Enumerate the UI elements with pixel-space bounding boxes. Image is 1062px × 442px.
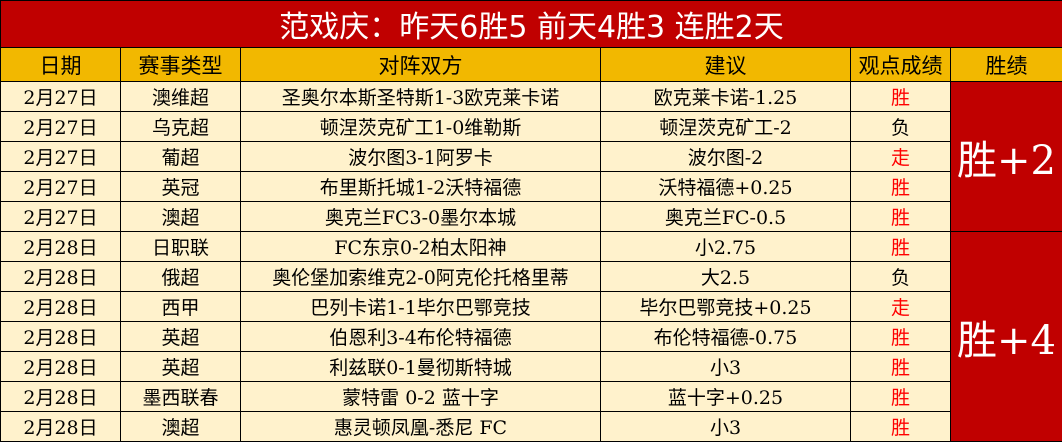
- cell-pick: 蓝十字+0.25: [600, 381, 851, 412]
- cell-match: 圣奥尔本斯圣特斯1-3欧克莱卡诺: [240, 81, 601, 112]
- table-row: 2月27日 澳维超 圣奥尔本斯圣特斯1-3欧克莱卡诺 欧克莱卡诺-1.25 胜胜+2: [0, 81, 1062, 232]
- cell-result: 胜: [850, 231, 951, 262]
- cell-date: 2月28日: [0, 291, 121, 322]
- cell-result: 胜: [850, 411, 951, 442]
- cell-league: 澳超: [120, 411, 241, 442]
- cell-match: 伯恩利3-4布伦特福德: [240, 321, 601, 352]
- table-row: 2月28日 俄超 奥伦堡加索维克2-0阿克伦托格里蒂 大2.5 负: [0, 261, 1062, 292]
- cell-pick: 小2.75: [600, 231, 851, 262]
- cell-result: 胜: [850, 381, 951, 412]
- cell-date: 2月28日: [0, 351, 121, 382]
- cell-result: 胜: [850, 321, 951, 352]
- table-row: 2月28日 墨西联春 蒙特雷 0-2 蓝十字 蓝十字+0.25 胜: [0, 381, 1062, 412]
- header-summary: 胜绩: [949, 47, 1062, 82]
- table-row: 2月27日 葡超 波尔图3-1阿罗卡 波尔图-2 走: [0, 141, 1062, 172]
- cell-result: 胜: [850, 171, 951, 202]
- cell-result: 走: [850, 141, 951, 172]
- title-row: 范戏庆：昨天6胜5 前天4胜3 连胜2天: [0, 0, 1062, 48]
- cell-league: 西甲: [120, 291, 241, 322]
- cell-date: 2月27日: [0, 171, 121, 202]
- cell-league: 英冠: [120, 171, 241, 202]
- table-row: 2月27日 澳超 奥克兰FC3-0墨尔本城 奥克兰FC-0.5 胜: [0, 201, 1062, 232]
- cell-match: 波尔图3-1阿罗卡: [240, 141, 601, 172]
- cell-result: 胜: [850, 351, 951, 382]
- cell-league: 英超: [120, 351, 241, 382]
- table-row: 2月28日 澳超 惠灵顿凤凰-悉尼 FC 小3 胜: [0, 411, 1062, 442]
- cell-pick: 奥克兰FC-0.5: [600, 201, 851, 232]
- cell-league: 日职联: [120, 231, 241, 262]
- cell-date: 2月27日: [0, 141, 121, 172]
- table-row: 2月28日 日职联 FC东京0-2柏太阳神 小2.75 胜胜+4: [0, 231, 1062, 442]
- header-league: 赛事类型: [120, 47, 241, 82]
- cell-date: 2月28日: [0, 261, 121, 292]
- cell-league: 澳维超: [120, 81, 241, 112]
- cell-pick: 小3: [600, 411, 851, 442]
- table-row: 2月27日 英冠 布里斯托城1-2沃特福德 沃特福德+0.25 胜: [0, 171, 1062, 202]
- cell-result: 负: [850, 261, 951, 292]
- cell-pick: 波尔图-2: [600, 141, 851, 172]
- cell-date: 2月27日: [0, 81, 121, 112]
- cell-date: 2月27日: [0, 201, 121, 232]
- cell-pick: 沃特福德+0.25: [600, 171, 851, 202]
- cell-pick: 顿涅茨克矿工-2: [600, 111, 851, 142]
- cell-league: 葡超: [120, 141, 241, 172]
- cell-match: 惠灵顿凤凰-悉尼 FC: [240, 411, 601, 442]
- cell-league: 澳超: [120, 201, 241, 232]
- header-result: 观点成绩: [850, 47, 951, 82]
- table-row: 2月28日 英超 伯恩利3-4布伦特福德 布伦特福德-0.75 胜: [0, 321, 1062, 352]
- cell-date: 2月28日: [0, 411, 121, 442]
- cell-result: 走: [850, 291, 951, 322]
- cell-match: 蒙特雷 0-2 蓝十字: [240, 381, 601, 412]
- cell-date: 2月28日: [0, 381, 121, 412]
- cell-pick: 小3: [600, 351, 851, 382]
- cell-date: 2月28日: [0, 321, 121, 352]
- group-summary: 胜+2: [949, 81, 1062, 232]
- group-summary: 胜+4: [949, 231, 1062, 442]
- header-date: 日期: [0, 47, 121, 82]
- cell-result: 负: [850, 111, 951, 142]
- cell-league: 墨西联春: [120, 381, 241, 412]
- cell-pick: 布伦特福德-0.75: [600, 321, 851, 352]
- cell-pick: 欧克莱卡诺-1.25: [600, 81, 851, 112]
- cell-match: 利兹联0-1曼彻斯特城: [240, 351, 601, 382]
- header-pick: 建议: [600, 47, 851, 82]
- table-row: 2月27日 乌克超 顿涅茨克矿工1-0维勒斯 顿涅茨克矿工-2 负: [0, 111, 1062, 142]
- page-title: 范戏庆：昨天6胜5 前天4胜3 连胜2天: [0, 0, 1062, 48]
- cell-result: 胜: [850, 81, 951, 112]
- cell-match: 奥伦堡加索维克2-0阿克伦托格里蒂: [240, 261, 601, 292]
- cell-pick: 毕尔巴鄂竞技+0.25: [600, 291, 851, 322]
- cell-league: 英超: [120, 321, 241, 352]
- table-row: 2月28日 西甲 巴列卡诺1-1毕尔巴鄂竞技 毕尔巴鄂竞技+0.25 走: [0, 291, 1062, 322]
- header-row: 日期 赛事类型 对阵双方 建议 观点成绩 胜绩: [0, 47, 1062, 82]
- cell-match: 奥克兰FC3-0墨尔本城: [240, 201, 601, 232]
- cell-league: 乌克超: [120, 111, 241, 142]
- cell-date: 2月27日: [0, 111, 121, 142]
- cell-match: 巴列卡诺1-1毕尔巴鄂竞技: [240, 291, 601, 322]
- header-match: 对阵双方: [240, 47, 601, 82]
- cell-pick: 大2.5: [600, 261, 851, 292]
- cell-match: 布里斯托城1-2沃特福德: [240, 171, 601, 202]
- cell-match: FC东京0-2柏太阳神: [240, 231, 601, 262]
- cell-match: 顿涅茨克矿工1-0维勒斯: [240, 111, 601, 142]
- cell-league: 俄超: [120, 261, 241, 292]
- cell-result: 胜: [850, 201, 951, 232]
- table-row: 2月28日 英超 利兹联0-1曼彻斯特城 小3 胜: [0, 351, 1062, 382]
- cell-date: 2月28日: [0, 231, 121, 262]
